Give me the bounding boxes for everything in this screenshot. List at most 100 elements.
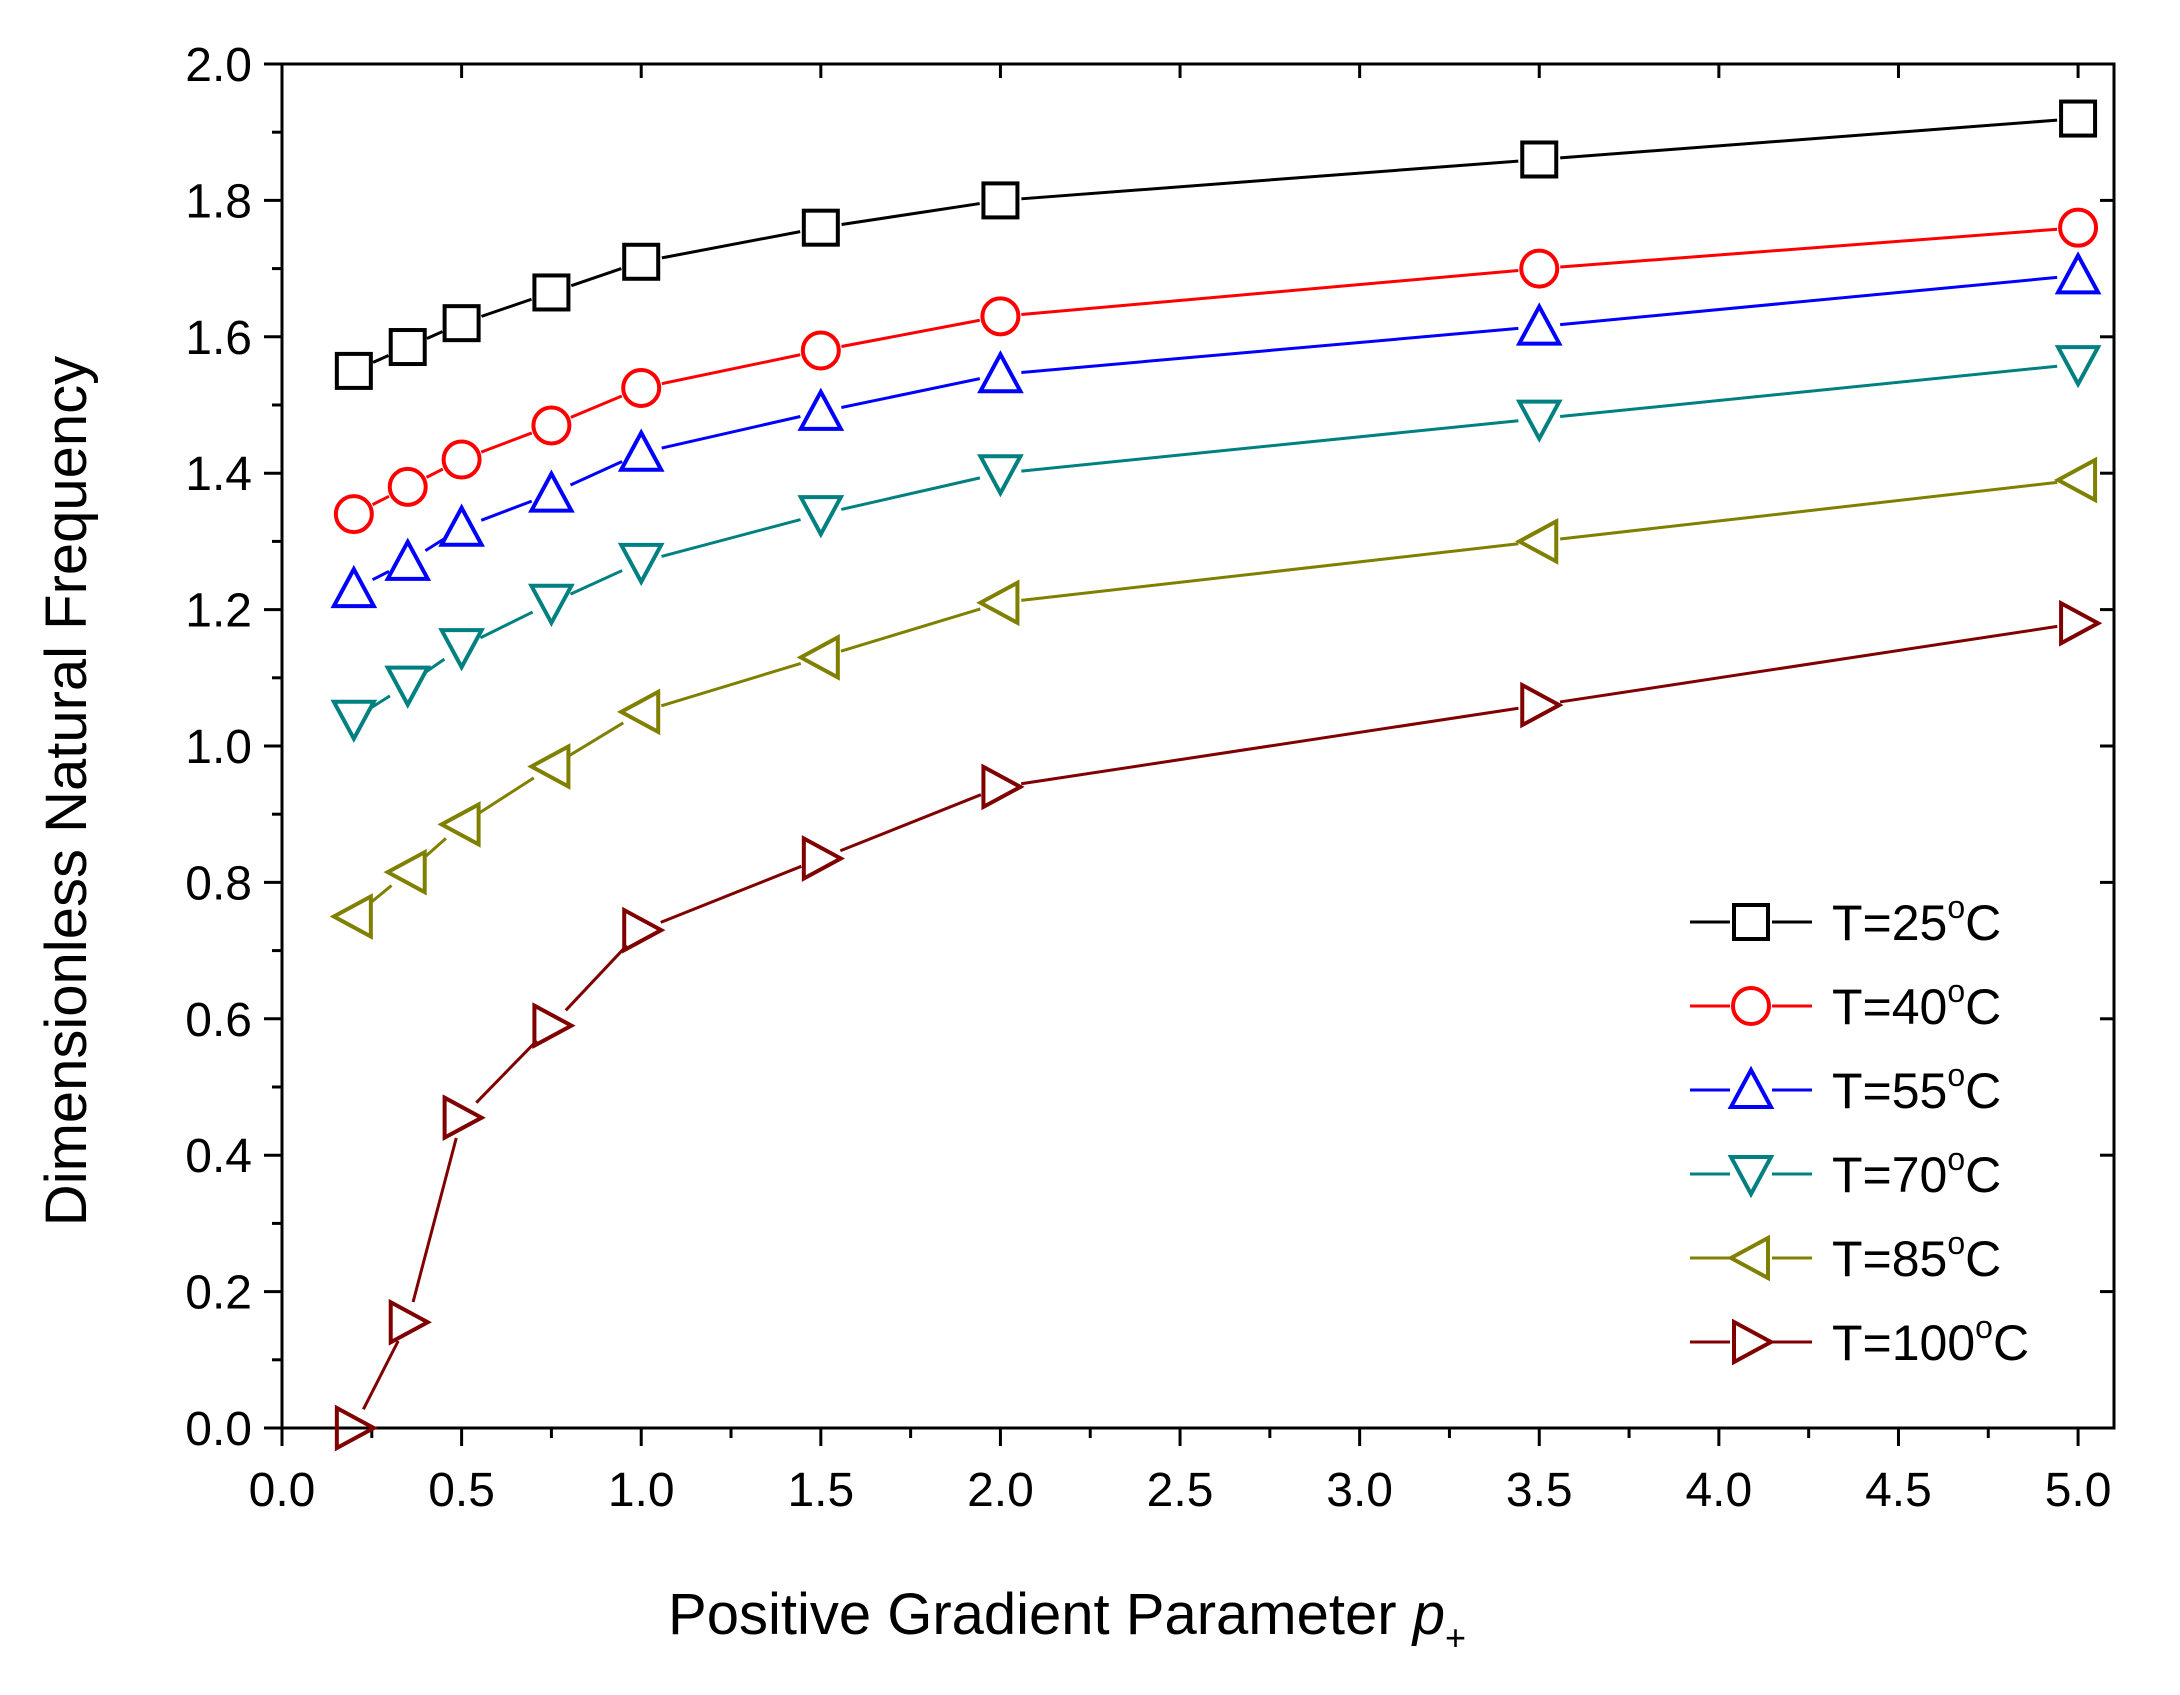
data-point — [527, 743, 571, 790]
data-point — [334, 351, 373, 390]
data-point — [388, 1298, 432, 1346]
y-tick-label: 1.4 — [185, 448, 252, 501]
y-tick-label: 1.0 — [185, 721, 252, 774]
legend-marker-bg — [1730, 1321, 1772, 1363]
y-tick-label: 0.8 — [185, 857, 252, 910]
series-line-segment — [1559, 364, 2058, 419]
data-point — [621, 367, 662, 408]
legend-marker — [1732, 903, 1770, 941]
x-axis-label-subscript: + — [1445, 1617, 1466, 1658]
legend-item-3: T=55oC — [1690, 1057, 2001, 1119]
data-point — [1520, 681, 1564, 729]
series-line-segment — [570, 394, 623, 419]
series-line-segment — [1559, 624, 2058, 704]
series-6 — [334, 599, 2103, 1452]
series-line-segment — [479, 610, 534, 640]
y-tick-label: 0.4 — [185, 1130, 252, 1183]
data-point — [442, 1094, 486, 1142]
series-line-segment — [1021, 419, 1519, 473]
data-point — [2058, 207, 2099, 248]
data-point — [2054, 251, 2102, 295]
series-line-segment — [661, 353, 801, 386]
series-2 — [333, 207, 2099, 535]
legend-label: T=85oC — [1832, 1225, 2001, 1287]
series-line-segment — [480, 431, 533, 454]
legend-item-5: T=85oC — [1690, 1225, 2001, 1287]
series-line-segment — [480, 297, 533, 318]
series-line-segment — [839, 793, 982, 853]
legend-marker — [1727, 1065, 1775, 1109]
x-tick-label: 0.0 — [249, 1464, 316, 1517]
data-point — [438, 503, 485, 547]
series-line-segment — [841, 202, 980, 227]
x-tick-label: 1.5 — [787, 1464, 854, 1517]
series-line-segment — [1560, 275, 2058, 327]
legend-label-unit: C — [1965, 979, 2001, 1035]
y-tick-label: 0.2 — [185, 1267, 252, 1320]
series-line-segment — [425, 467, 444, 479]
legend-label-degree: o — [1947, 1057, 1965, 1093]
data-point — [1519, 248, 1560, 289]
legend-label-unit: C — [1965, 895, 2001, 951]
series-4 — [330, 345, 2102, 743]
data-point — [2059, 99, 2098, 138]
y-axis-label: Dimensionless Natural Frequency — [34, 356, 99, 1226]
y-tick-label: 1.6 — [185, 312, 252, 365]
y-tick-label: 1.8 — [185, 175, 252, 228]
series-line-segment — [1560, 118, 2058, 160]
data-point — [622, 906, 666, 954]
series-line-segment — [475, 1039, 538, 1104]
x-tick-label: 1.0 — [608, 1464, 675, 1517]
plot-frame — [280, 62, 2116, 1430]
legend-label-unit: C — [1965, 1063, 2001, 1119]
legend-label-unit: C — [1993, 1315, 2029, 1371]
series-line-segment — [660, 662, 802, 708]
data-point — [387, 466, 428, 507]
data-point — [1515, 518, 1559, 565]
series-line-segment — [660, 864, 802, 924]
y-tick-label: 0.0 — [185, 1403, 252, 1456]
legend-label-unit: C — [1965, 1231, 2001, 1287]
data-point — [441, 439, 482, 480]
series-line-segment — [841, 377, 981, 409]
series-layer — [329, 99, 2103, 1452]
legend-label: T=55oC — [1832, 1057, 2001, 1119]
series-line-segment — [569, 569, 623, 596]
data-point — [797, 495, 845, 539]
x-tick-label: 2.0 — [967, 1464, 1034, 1517]
data-point — [622, 242, 661, 281]
series-line-segment — [478, 776, 535, 815]
series-line-segment — [371, 494, 390, 506]
legend-item-4: T=70oC — [1690, 1141, 2001, 1203]
data-point — [977, 454, 1024, 498]
data-point — [330, 564, 378, 609]
x-tick-label: 3.5 — [1506, 1464, 1573, 1517]
x-tick-label: 4.5 — [1865, 1464, 1932, 1517]
legend-label: T=70oC — [1832, 1141, 2001, 1203]
series-line-segment — [1020, 706, 1519, 786]
data-point — [797, 387, 845, 431]
data-point — [796, 633, 840, 681]
y-tick-label: 2.0 — [185, 39, 252, 92]
legend-label-degree: o — [1975, 1309, 1993, 1345]
x-tick-label: 0.5 — [428, 1464, 495, 1517]
legend-item-1: T=25oC — [1690, 889, 2001, 951]
x-axis-label-symbol: p — [1411, 1582, 1445, 1647]
legend-marker — [1726, 1234, 1770, 1282]
legend-marker-bg — [1730, 1153, 1772, 1195]
legend-label-degree: o — [1947, 1141, 1965, 1177]
data-point — [438, 628, 485, 672]
legend-label-prefix: T=40 — [1832, 979, 1947, 1035]
series-line-segment — [371, 570, 390, 581]
data-point — [384, 665, 432, 709]
series-line-segment — [1021, 326, 1519, 374]
data-point — [977, 350, 1024, 394]
series-line-segment — [661, 230, 801, 260]
x-axis-label: Positive Gradient Parameter p+ — [668, 1582, 1466, 1658]
x-axis-label-space — [1397, 1582, 1413, 1647]
data-point — [334, 1404, 379, 1452]
data-point — [1515, 302, 1563, 346]
data-point — [437, 801, 481, 848]
series-line-segment — [661, 518, 801, 558]
legend-label-degree: o — [1947, 889, 1965, 925]
